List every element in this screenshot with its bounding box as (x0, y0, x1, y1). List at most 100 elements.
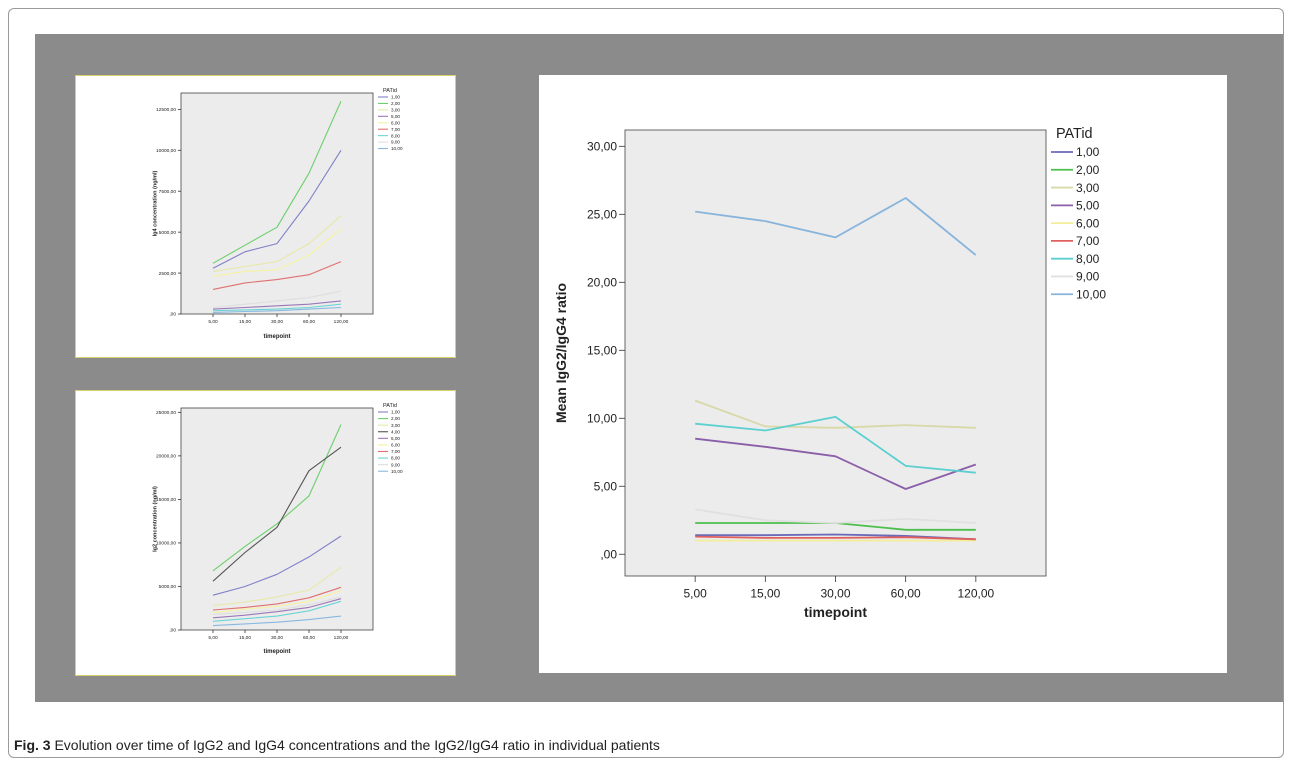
x-tick-label: 120,00 (334, 635, 349, 641)
legend-label: 9,00 (391, 140, 400, 145)
legend-label: 4,00 (391, 429, 400, 434)
y-tick-label: 5000,00 (159, 230, 177, 236)
legend-label: 5,00 (391, 114, 400, 119)
y-tick-label: 5000,00 (159, 584, 177, 590)
ig4-concentration-panel: ,00 2500,00 5000,00 7500,00 10000,00 12500,00… (75, 75, 456, 358)
y-tick-label: 10,00 (587, 411, 617, 425)
y-tick-label: 25,00 (587, 208, 617, 222)
legend-label: 3,00 (391, 107, 400, 112)
x-tick-label: 5,00 (208, 319, 218, 325)
legend-label: 10,00 (1076, 287, 1106, 301)
series-line-9-00 (212, 290, 342, 309)
legend-label: 7,00 (391, 127, 400, 132)
legend-label: 6,00 (391, 443, 400, 448)
series-line-7-00 (212, 586, 342, 611)
series-line-9-00 (212, 596, 342, 615)
plot-area (180, 407, 374, 631)
series-line-3-00 (212, 566, 342, 607)
x-tick-label: 120,00 (334, 319, 349, 325)
x-tick-label: 120,00 (957, 587, 994, 601)
plot-area (180, 92, 374, 315)
y-tick-label: 30,00 (587, 140, 617, 154)
series-line-1-00 (212, 535, 342, 596)
series-line-10-00 (695, 197, 977, 256)
y-tick-label: 15,00 (587, 343, 617, 357)
series-line-3-00 (212, 215, 342, 272)
x-axis-label: timepoint (264, 334, 291, 340)
y-tick-label: 10000,00 (156, 148, 176, 154)
y-tick-label: 15000,00 (156, 497, 176, 503)
legend-label: 8,00 (391, 133, 400, 138)
series-line-5-00 (212, 598, 342, 619)
x-tick-label: 60,00 (891, 587, 921, 601)
y-tick-label: 10000,00 (156, 541, 176, 547)
x-tick-label: 30,00 (271, 319, 283, 325)
y-tick-label: 12500,00 (156, 107, 176, 113)
x-axis-label: timepoint (804, 604, 867, 620)
x-axis-label: timepoint (264, 649, 291, 655)
series-line-10-00 (212, 615, 342, 627)
figure-caption: Fig. 3 Evolution over time of IgG2 and I… (14, 737, 660, 753)
x-tick-label: 5,00 (208, 635, 218, 641)
legend-label: 6,00 (391, 120, 400, 125)
x-tick-label: 5,00 (683, 587, 707, 601)
legend-label: 9,00 (1076, 270, 1100, 284)
legend-title: PATid (383, 403, 397, 409)
x-tick-label: 15,00 (239, 319, 251, 325)
plot-area (624, 129, 1047, 577)
ig4-concentration-chart: ,00 2500,00 5000,00 7500,00 10000,00 12500,00… (153, 88, 403, 340)
series-line-8-00 (212, 600, 342, 622)
x-tick-label: 15,00 (239, 635, 251, 641)
series-line-6-00 (212, 228, 342, 277)
y-axis-label: Ig4 concentration (ng/ml) (153, 170, 159, 236)
legend-label: 8,00 (391, 456, 400, 461)
y-axis-label: Mean IgG2/IgG4 ratio (553, 283, 569, 423)
legend-label: 2,00 (1076, 163, 1100, 177)
legend-label: 5,00 (1076, 199, 1100, 213)
series-line-4-00 (212, 446, 342, 582)
y-tick-label: 20,00 (587, 275, 617, 289)
series-line-3-00 (694, 399, 976, 429)
series-line-9-00 (695, 508, 976, 524)
x-tick-label: 60,00 (303, 319, 315, 325)
series-line-8-00 (212, 303, 342, 312)
legend-label: 10,00 (391, 146, 403, 151)
series-line-2-00 (212, 424, 342, 572)
series-line-1-00 (212, 150, 342, 269)
series-line-5-00 (695, 437, 977, 490)
legend-label: 7,00 (1076, 234, 1100, 248)
legend-title: PATid (1056, 126, 1093, 142)
ig2-concentration-panel: ,00 5000,00 10000,00 15000,00 20000,00 25000,… (75, 390, 456, 676)
legend-label: 3,00 (1076, 181, 1100, 195)
x-tick-label: 60,00 (303, 635, 315, 641)
caption-label: Fig. 3 (14, 737, 51, 753)
series-line-6-00 (212, 590, 342, 614)
igg2-igg4-ratio-chart: ,00 5,00 10,00 15,00 20,00 25,00 30,00 5,00 15,0… (553, 126, 1106, 620)
y-tick-label: 20000,00 (156, 454, 176, 460)
legend-label: 10,00 (391, 469, 403, 474)
y-tick-label: 2500,00 (159, 271, 177, 277)
legend-label: 8,00 (1076, 252, 1100, 266)
legend-label: 6,00 (1076, 216, 1100, 230)
legend-label: 1,00 (391, 410, 400, 415)
legend-label: 1,00 (1076, 145, 1100, 159)
ig2-concentration-chart: ,00 5000,00 10000,00 15000,00 20000,00 25000,… (153, 403, 403, 655)
series-line-5-00 (212, 300, 342, 310)
caption-text: Evolution over time of IgG2 and IgG4 con… (54, 737, 660, 753)
y-tick-label: ,00 (600, 547, 617, 561)
x-tick-label: 30,00 (271, 635, 283, 641)
y-tick-label: ,00 (169, 312, 176, 318)
x-tick-label: 30,00 (820, 587, 850, 601)
y-tick-label: 7500,00 (159, 189, 177, 195)
x-tick-label: 15,00 (750, 587, 780, 601)
series-line-10-00 (212, 306, 342, 313)
legend-label: 3,00 (391, 423, 400, 428)
legend-label: 1,00 (391, 95, 400, 100)
legend-label: 2,00 (391, 101, 400, 106)
series-line-8-00 (695, 415, 976, 474)
y-tick-label: 5,00 (594, 479, 618, 493)
legend-title: PATid (383, 88, 397, 94)
series-line-2-00 (212, 100, 342, 264)
y-tick-label: 25000,00 (156, 410, 176, 416)
series-line-7-00 (695, 535, 976, 541)
